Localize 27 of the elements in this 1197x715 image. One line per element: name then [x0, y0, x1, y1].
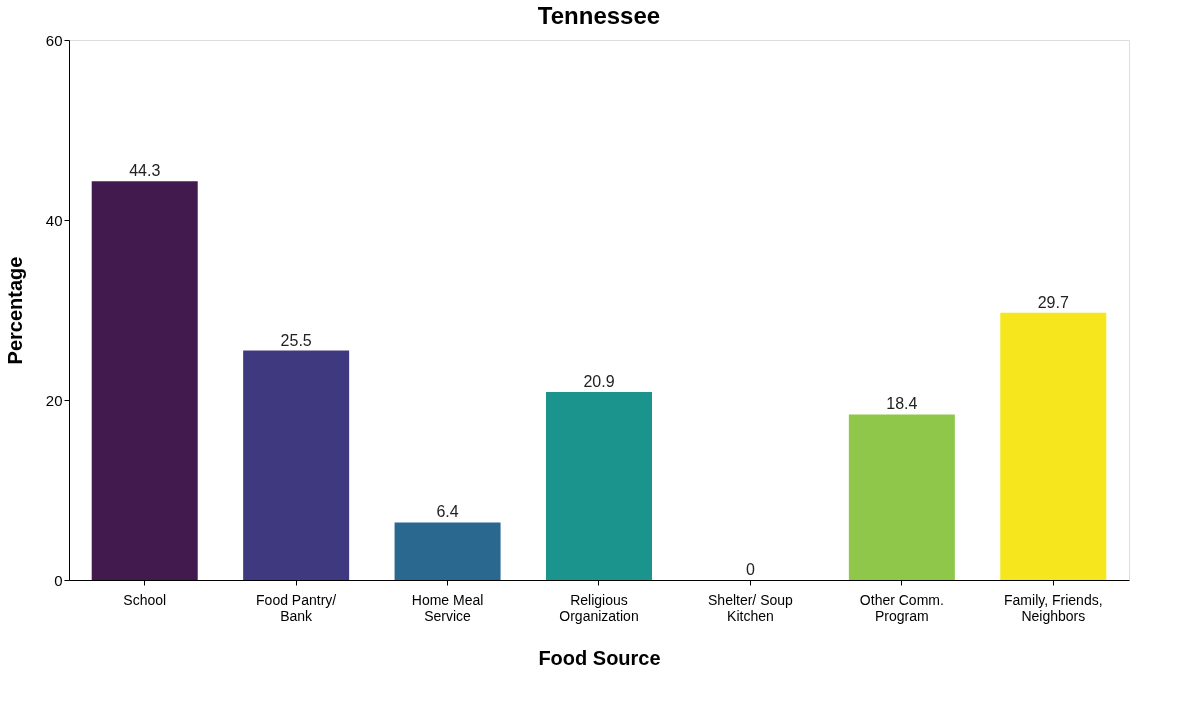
data-label: 6.4 — [436, 503, 459, 521]
bar — [394, 522, 501, 580]
bar — [1000, 312, 1107, 580]
data-label: 25.5 — [280, 331, 312, 349]
data-label: 20.9 — [583, 372, 615, 390]
x-tick-label: Shelter/ Soup Kitchen — [708, 591, 794, 624]
bar — [848, 414, 955, 580]
bar — [243, 350, 350, 580]
x-tick-label: Other Comm. Program — [859, 591, 944, 624]
y-tick-label: 60 — [45, 31, 63, 49]
x-axis-title: Food Source — [538, 646, 661, 669]
x-tick-label: Family, Friends, Neighbors — [1004, 591, 1103, 624]
data-label: 29.7 — [1037, 293, 1069, 311]
y-tick-label: 40 — [45, 211, 63, 229]
y-axis-title: Percentage — [3, 256, 26, 365]
bar — [546, 391, 652, 580]
y-tick-label: 20 — [45, 391, 63, 409]
bar — [91, 181, 198, 580]
x-tick-label: School — [123, 591, 167, 608]
data-label: 0 — [745, 561, 755, 578]
x-tick-label: Home Meal Service — [411, 591, 484, 624]
x-tick-label: Religious Organization — [559, 591, 639, 624]
data-label: 18.4 — [886, 395, 918, 413]
x-tick-label: Food Pantry/ Bank — [256, 591, 337, 624]
chart-title: Tennessee — [537, 2, 661, 29]
data-label: 44.3 — [129, 162, 161, 180]
y-tick-label: 0 — [54, 571, 63, 589]
